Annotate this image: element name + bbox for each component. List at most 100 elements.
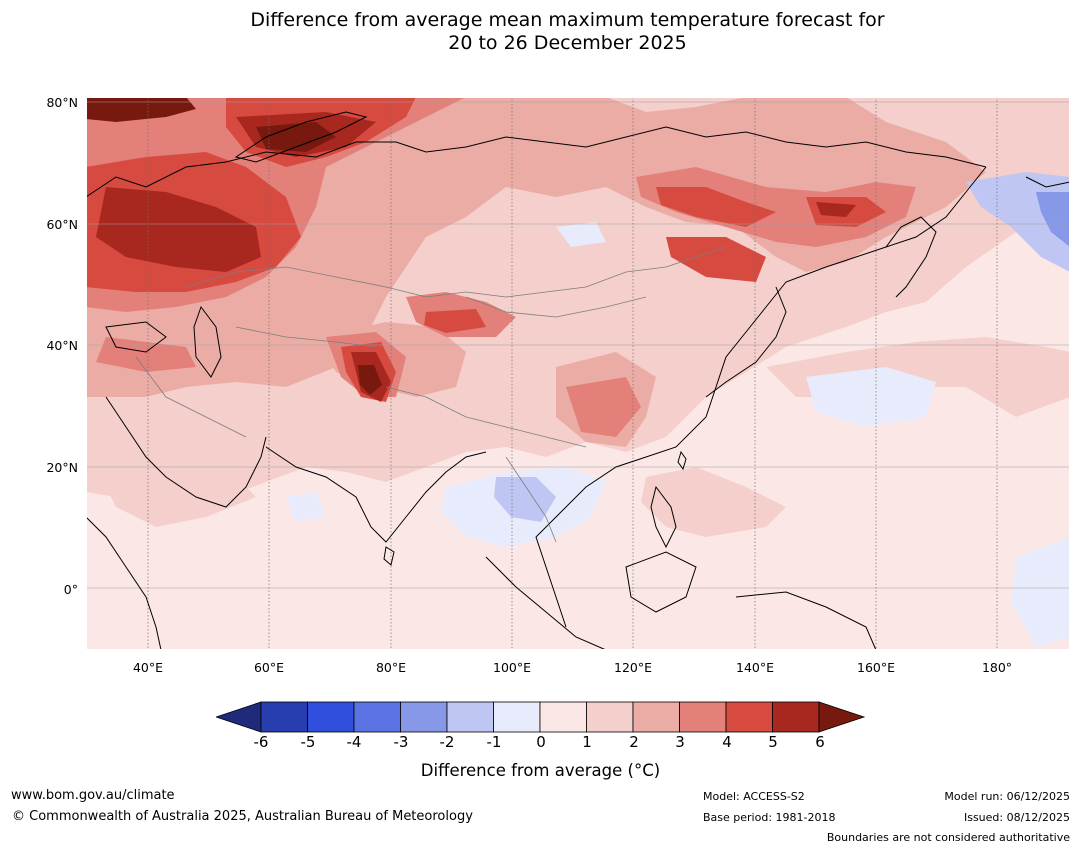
lon-label-120e: 120°E <box>613 660 653 675</box>
colorbar-tick-4: 4 <box>722 733 732 751</box>
lat-label-80n: 80°N <box>46 95 78 110</box>
lon-label-80e: 80°E <box>375 660 407 675</box>
lon-label-100e: 100°E <box>492 660 532 675</box>
country-borders <box>135 246 727 543</box>
coastline-sri-lanka <box>383 546 395 566</box>
anomaly-region-central-pacific <box>1011 537 1070 647</box>
border-mongolia <box>465 296 647 318</box>
colorbar-cell <box>586 701 634 733</box>
coastline-japan <box>705 286 787 398</box>
colorbar-cell <box>307 701 355 733</box>
colorbar-tick-minus5: -5 <box>300 733 316 751</box>
anomaly-region-tarim <box>424 309 486 333</box>
colorbar-cell <box>446 701 494 733</box>
colorbar-extension-high <box>818 701 866 733</box>
lat-label-40n: 40°N <box>46 338 78 353</box>
border-middle-east <box>135 356 247 438</box>
anomaly-region-yamal <box>256 122 336 152</box>
colorbar-tick-minus6: -6 <box>253 733 269 751</box>
colorbar-cell <box>260 701 308 733</box>
chart-title: Difference from average mean maximum tem… <box>0 9 1081 55</box>
colorbar-cell <box>679 701 727 733</box>
lon-label-180: 180° <box>981 660 1013 675</box>
coastline-india <box>265 446 487 543</box>
colorbar-extension-low <box>216 701 262 733</box>
coastline-new-guinea <box>735 591 877 650</box>
colorbar-tick-3: 3 <box>675 733 685 751</box>
coastline-philippines <box>650 485 677 549</box>
coastline-borneo <box>625 551 697 613</box>
coastline-east-asia <box>535 166 987 628</box>
anomaly-region-manchuria <box>666 237 766 282</box>
coastline-arabia <box>105 396 267 508</box>
base-period-text: Base period: 1981-2018 <box>703 811 836 824</box>
colorbar-tick-minus4: -4 <box>346 733 362 751</box>
colorbar-tick-6: 6 <box>815 733 825 751</box>
border-russia-kazakhstan <box>185 266 507 298</box>
colorbar-tick-2: 2 <box>629 733 639 751</box>
colorbar-cell <box>400 701 448 733</box>
lat-label-20n: 20°N <box>46 460 78 475</box>
anomaly-region-amur <box>656 187 776 227</box>
colorbar-cells <box>216 701 866 733</box>
anomaly-region-north-pacific <box>806 367 936 427</box>
lon-label-60e: 60°E <box>253 660 285 675</box>
coastline-alaska <box>1025 176 1070 188</box>
anomaly-region-indian-ocean <box>286 492 326 522</box>
anomaly-region-sea <box>641 467 786 537</box>
anomaly-region-ural <box>96 187 261 272</box>
anomaly-region-yangtze <box>566 377 641 437</box>
forecast-map <box>86 97 1070 650</box>
colorbar <box>216 701 866 733</box>
disclaimer-text: Boundaries are not considered authoritat… <box>826 831 1070 844</box>
title-line-2: 20 to 26 December 2025 <box>448 32 687 54</box>
anomaly-region-arabia <box>96 427 256 527</box>
website-link[interactable]: www.bom.gov.au/climate <box>11 788 175 803</box>
colorbar-cell <box>539 701 587 733</box>
issued-text: Issued: 08/12/2025 <box>963 811 1070 824</box>
anomaly-region-thailand <box>494 477 556 522</box>
anomaly-region-hindu-kush <box>358 365 382 395</box>
coastline-kamchatka <box>885 216 937 298</box>
coastline-arctic <box>86 126 987 198</box>
colorbar-tick-minus2: -2 <box>439 733 455 751</box>
anomaly-region-alaska-gulf <box>1036 192 1070 247</box>
colorbar-cell <box>353 701 401 733</box>
model-text: Model: ACCESS-S2 <box>703 790 805 803</box>
coastline-black-sea <box>105 321 167 353</box>
lon-label-140e: 140°E <box>735 660 775 675</box>
coastline-caspian <box>193 305 222 378</box>
colorbar-cell <box>772 701 820 733</box>
colorbar-cell <box>493 701 541 733</box>
colorbar-cell <box>632 701 680 733</box>
anomaly-region-barents <box>86 97 196 122</box>
border-central-asia <box>235 326 377 348</box>
coastline-east-africa <box>86 516 162 650</box>
colorbar-tick-5: 5 <box>768 733 778 751</box>
anomaly-region-china-cool <box>556 222 606 247</box>
coastline-sumatra <box>485 556 607 650</box>
lon-label-160e: 160°E <box>856 660 896 675</box>
colorbar-tick-1: 1 <box>582 733 592 751</box>
anomaly-region-sakha <box>816 202 856 217</box>
coastline-taiwan <box>677 450 687 471</box>
coastline-novaya-zemlya <box>234 111 368 163</box>
lon-label-40e: 40°E <box>132 660 164 675</box>
border-russia-china <box>505 246 727 298</box>
colorbar-cell <box>725 701 773 733</box>
border-china-south <box>385 386 587 448</box>
copyright-text: © Commonwealth of Australia 2025, Austra… <box>12 809 473 824</box>
map-frame <box>86 97 1070 650</box>
lat-label-0: 0° <box>63 582 78 597</box>
anomaly-contours <box>86 97 1070 647</box>
colorbar-tick-0: 0 <box>536 733 546 751</box>
colorbar-tick-minus1: -1 <box>486 733 502 751</box>
model-run-text: Model run: 06/12/2025 <box>944 790 1070 803</box>
title-line-1: Difference from average mean maximum tem… <box>250 9 885 31</box>
anomaly-region-central-asia <box>96 337 196 372</box>
colorbar-tick-minus3: -3 <box>393 733 409 751</box>
border-indochina <box>505 456 557 543</box>
coastlines <box>86 111 1070 650</box>
lat-label-60n: 60°N <box>46 217 78 232</box>
colorbar-label: Difference from average (°C) <box>420 761 661 780</box>
